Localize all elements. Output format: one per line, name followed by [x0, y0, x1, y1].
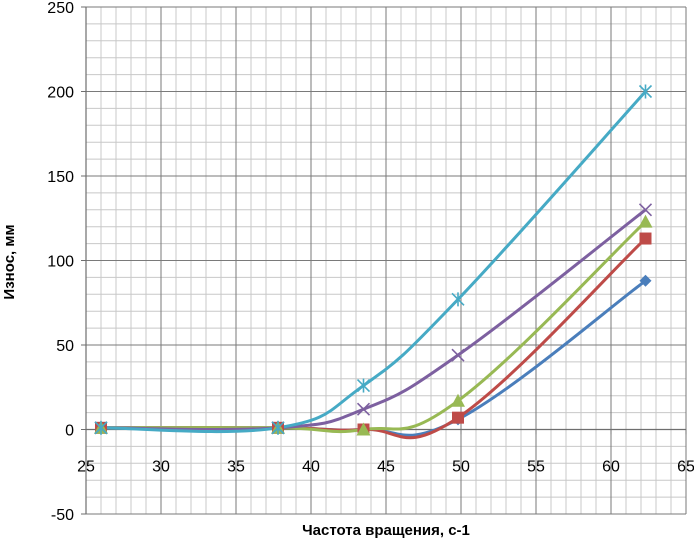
series-line-5 — [100, 90, 647, 434]
x-tick-label: 45 — [377, 459, 395, 476]
x-tick-label: 65 — [677, 459, 694, 476]
series-line-2 — [100, 237, 647, 440]
y-tick-label: 50 — [56, 338, 74, 355]
star-marker — [356, 378, 371, 393]
y-axis-label: Износ, мм — [1, 224, 18, 299]
x-tick-label: 25 — [77, 459, 95, 476]
y-tick-labels: -50 0 50 100 150 200 250 — [47, 0, 74, 524]
star-marker — [271, 420, 285, 435]
diamond-marker — [639, 274, 652, 287]
x-tick-label: 60 — [602, 459, 620, 476]
y-tick-label: 200 — [47, 85, 74, 102]
x-axis-label: Частота вращения, с-1 — [302, 522, 470, 539]
x-tick-label: 50 — [452, 459, 470, 476]
x-marker — [451, 348, 465, 362]
y-tick-label: 100 — [47, 254, 74, 271]
x-marker — [356, 402, 371, 416]
triangle-marker — [638, 214, 653, 228]
y-tick-label: 150 — [47, 169, 74, 186]
series-markers — [94, 84, 653, 436]
star-marker — [638, 84, 653, 99]
triangle-marker — [356, 422, 371, 436]
y-tick-label: 0 — [65, 423, 74, 440]
triangle-marker — [451, 393, 465, 407]
x-tick-label: 40 — [302, 459, 320, 476]
star-marker — [451, 292, 465, 307]
x-tick-label: 30 — [152, 459, 170, 476]
series-line-4 — [100, 208, 647, 431]
x-marker — [638, 203, 653, 217]
series-lines — [100, 90, 647, 440]
square-marker — [639, 232, 652, 245]
y-tick-label: -50 — [51, 507, 74, 524]
square-marker — [452, 411, 464, 424]
series-line-3 — [100, 220, 647, 434]
y-tick-label: 250 — [47, 0, 74, 17]
star-marker — [94, 420, 108, 435]
x-tick-labels: 25 30 35 40 45 50 55 60 65 — [77, 459, 694, 476]
x-tick-label: 35 — [227, 459, 245, 476]
x-tick-label: 55 — [527, 459, 545, 476]
